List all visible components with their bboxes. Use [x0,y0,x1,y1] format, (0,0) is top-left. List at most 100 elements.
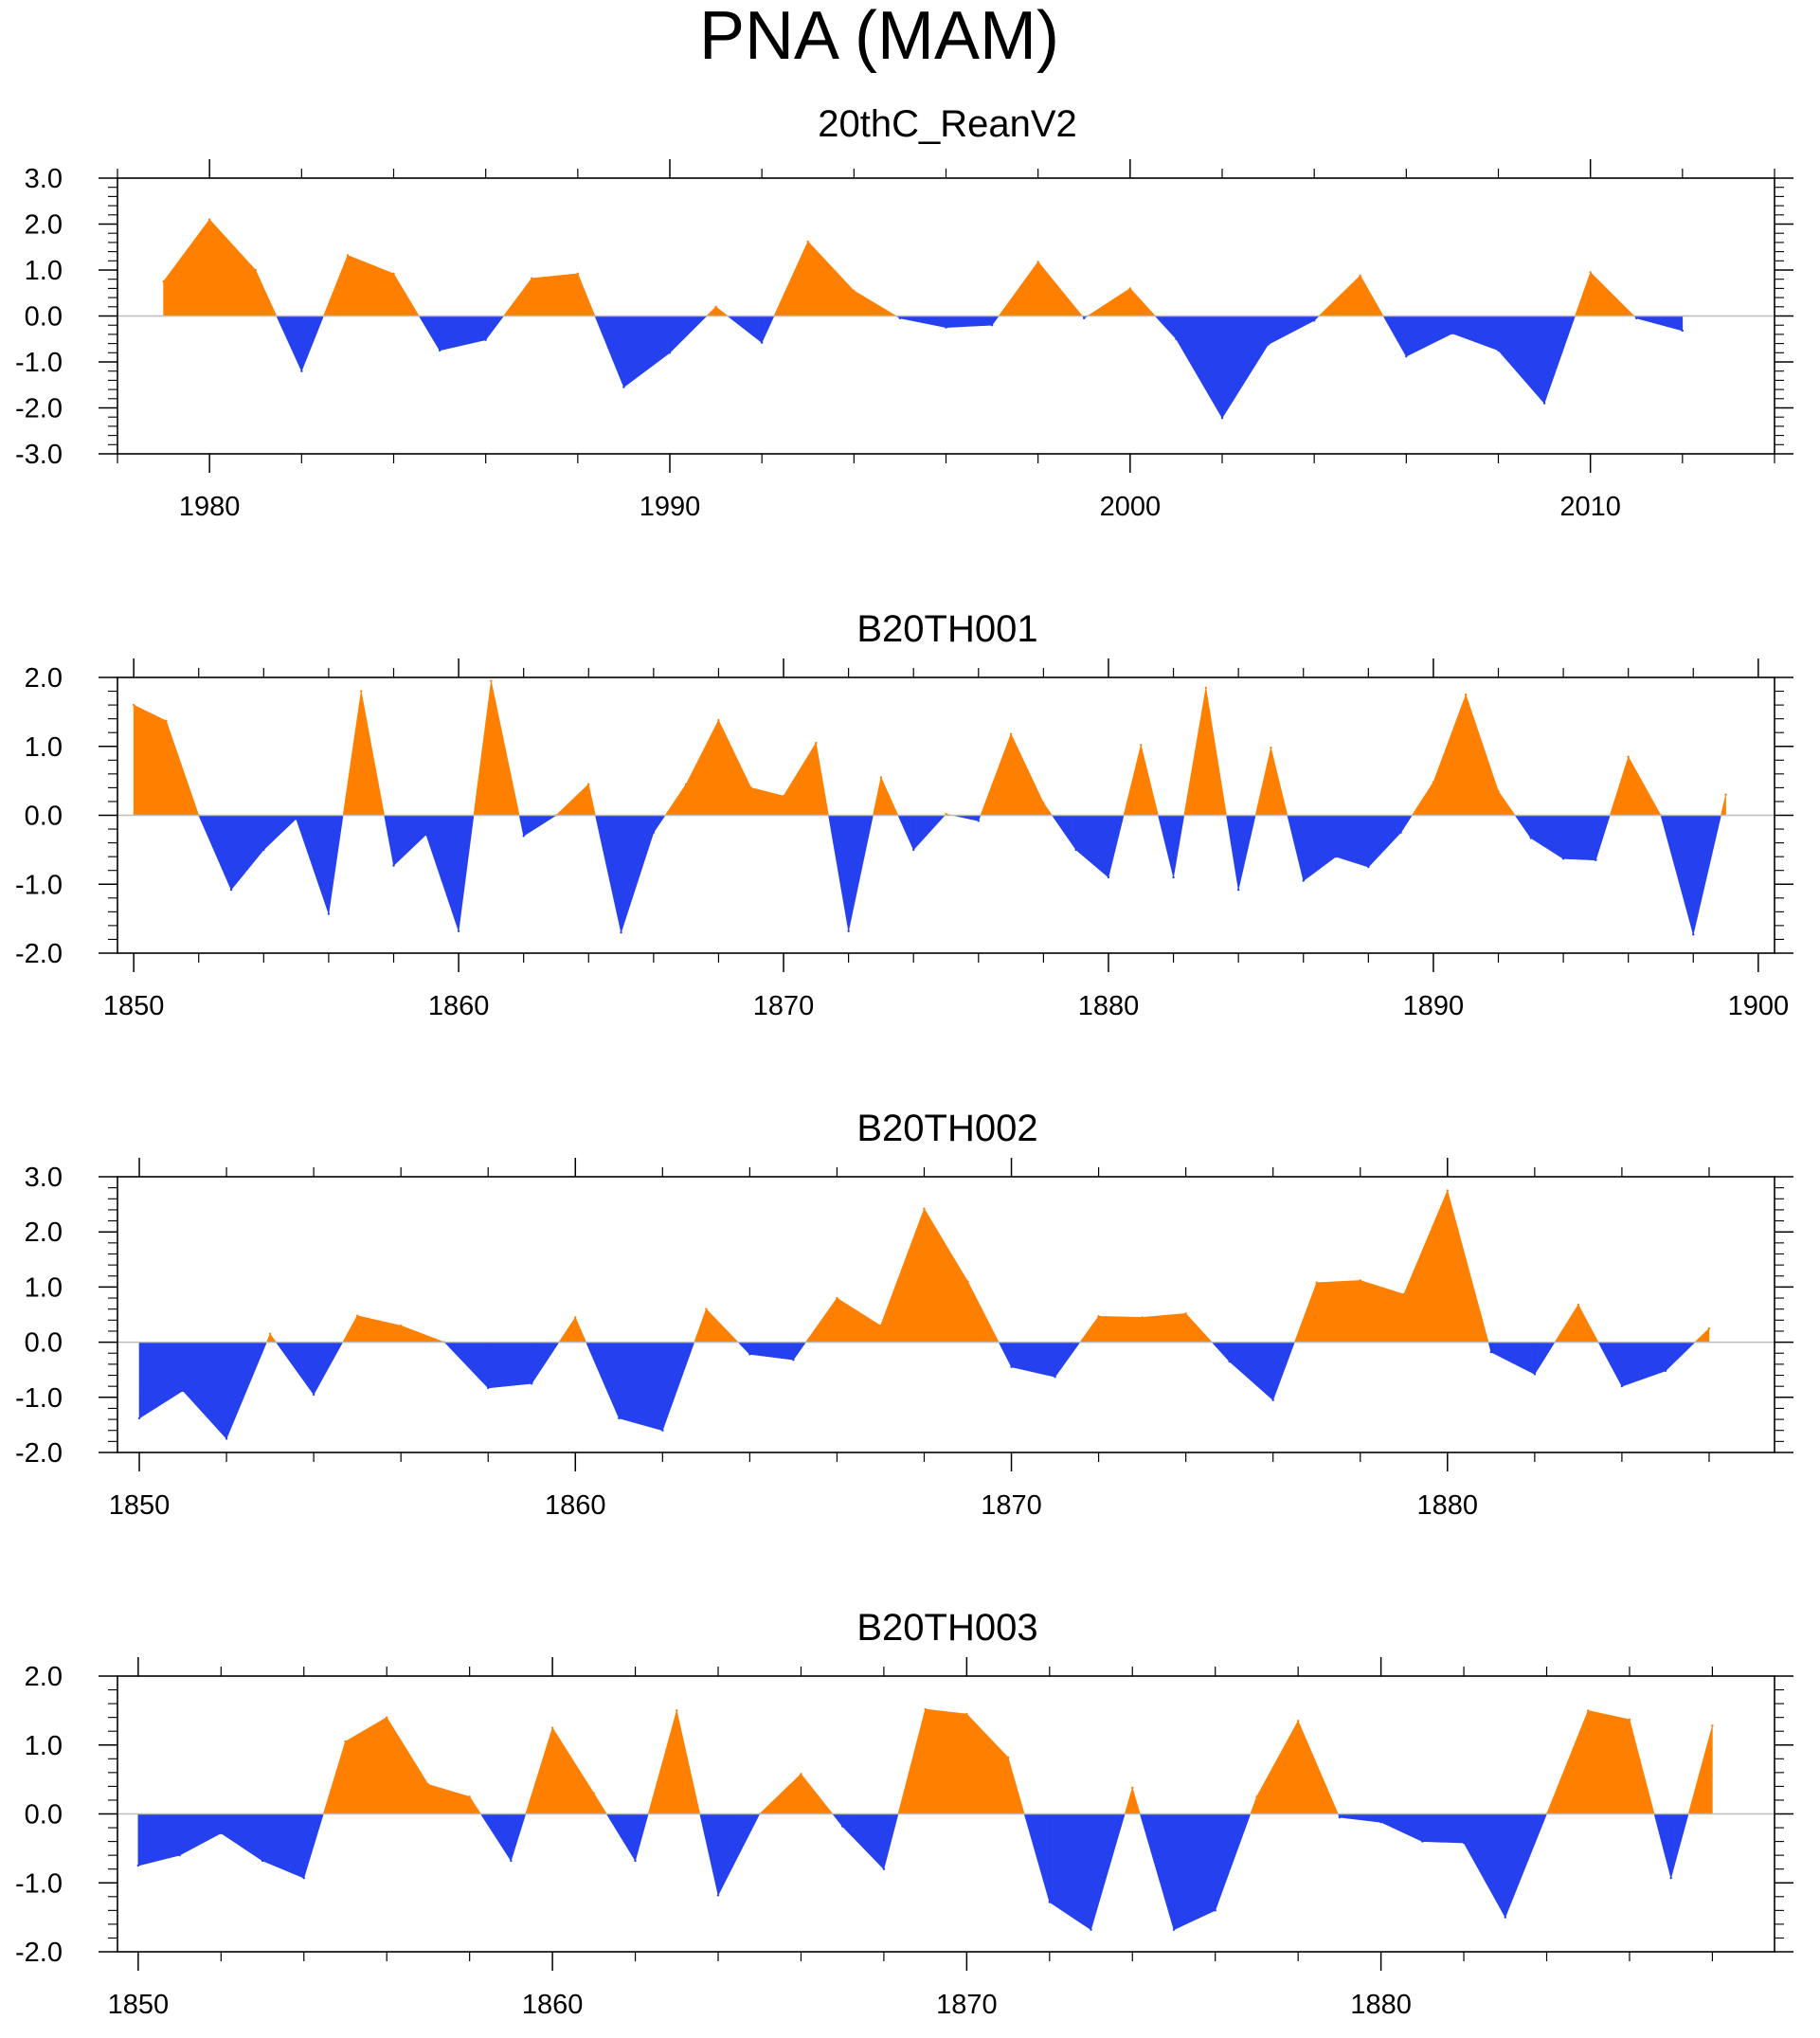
data-point [1462,1841,1466,1845]
data-point [782,794,785,798]
data-point [1620,1384,1624,1388]
positive-area-segment [966,1713,1009,1814]
positive-area-segment [980,733,1012,816]
area-fills [133,680,1726,935]
negative-area-segment [897,815,914,851]
negative-area-segment [1597,1342,1623,1387]
positive-area-segment [897,1708,926,1814]
data-point [550,1726,554,1729]
negative-area-segment [1023,1813,1051,1903]
negative-area-segment [384,815,394,866]
data-point [1379,1821,1382,1824]
positive-area-segment [880,777,899,816]
panel-20thc-reanv2: 20thC_ReanV2 1980 1990 2000 2010 -3.0 -2.0 -1.… [15,103,1793,522]
x-tick-label: 1880 [1350,1990,1412,2020]
data-point [966,1280,969,1283]
positive-area-segment [837,1297,881,1343]
positive-area-segment [386,1716,429,1814]
data-point [181,1389,185,1393]
positive-area-segment [1721,794,1726,816]
data-point [1359,274,1361,278]
positive-area-segment [1185,1312,1213,1343]
data-point [1711,1724,1714,1727]
positive-area-segment [525,1727,553,1814]
positive-area-segment [593,1792,607,1814]
x-tick-label: 1890 [1403,991,1465,1021]
negative-area-segment [1653,1813,1671,1879]
y-tick-label: 0.0 [25,802,63,832]
y-tick-label: 3.0 [25,1163,63,1193]
negative-area-segment [1221,316,1269,420]
data-point [676,1709,678,1712]
negative-area-segment [1335,815,1369,868]
data-point [815,741,818,745]
negative-area-segment [179,1813,222,1856]
negative-area-segment [605,1813,636,1863]
positive-area-segment [685,719,719,816]
negative-area-segment [618,1342,663,1432]
y-tick-label: -2.0 [15,1938,63,1968]
x-tick-label: 1850 [103,991,165,1021]
data-point [618,1416,621,1420]
negative-area-segment [296,815,330,914]
positive-area-segment [1293,1282,1318,1343]
positive-area-segment [356,1315,402,1343]
data-point [312,1393,315,1397]
data-point [1204,686,1208,690]
data-point [587,783,590,785]
data-point [225,1437,228,1440]
positive-area-segment [1628,755,1662,816]
data-point [1083,316,1086,320]
data-point [178,1853,181,1857]
figure-title: PNA (MAM) [699,0,1059,74]
negative-area-segment [225,1342,267,1439]
data-point [531,277,533,280]
panel-title: B20TH003 [856,1607,1037,1649]
data-point [1141,1316,1144,1319]
negative-area-segment [623,316,671,388]
negative-area-segment [761,316,775,343]
data-point [1042,802,1045,804]
data-point [1036,261,1039,263]
data-point [847,929,850,932]
x-tick-label: 2000 [1100,492,1162,522]
data-point [1405,354,1408,358]
data-point [1628,1718,1631,1722]
data-point [652,831,656,834]
positive-area-segment [694,1308,707,1343]
negative-area-segment [276,316,302,371]
data-point [386,1716,388,1719]
x-tick-label: 2010 [1559,492,1621,522]
data-point [760,341,764,344]
positive-area-segment [347,255,394,316]
negative-area-segment [198,815,232,891]
negative-area-segment [1635,316,1684,332]
positive-area-segment [1498,790,1516,816]
negative-area-segment [1154,316,1177,340]
negative-area-segment [998,1342,1012,1367]
data-point [1097,1315,1100,1318]
data-point [355,1314,359,1317]
data-point [1236,888,1240,892]
data-point [749,786,752,789]
data-point [399,1324,403,1327]
data-point [1465,693,1468,696]
negative-area-segment [1490,1342,1536,1375]
negative-area-segment [523,815,557,837]
data-point [268,1332,272,1336]
negative-area-segment [313,1342,344,1396]
positive-area-segment [718,719,752,816]
positive-area-segment [531,273,579,316]
data-point [327,912,331,915]
panel-title: 20thC_ReanV2 [818,103,1077,145]
negative-area-segment [1215,1813,1252,1911]
negative-area-segment [662,1342,695,1431]
positive-area-segment [255,269,278,316]
positive-area-segment [551,1726,595,1814]
negative-area-segment [1090,1813,1126,1930]
negative-area-segment [1108,815,1125,878]
positive-area-segment [1037,261,1083,316]
negative-area-segment [275,1342,315,1396]
data-point [879,1324,882,1327]
